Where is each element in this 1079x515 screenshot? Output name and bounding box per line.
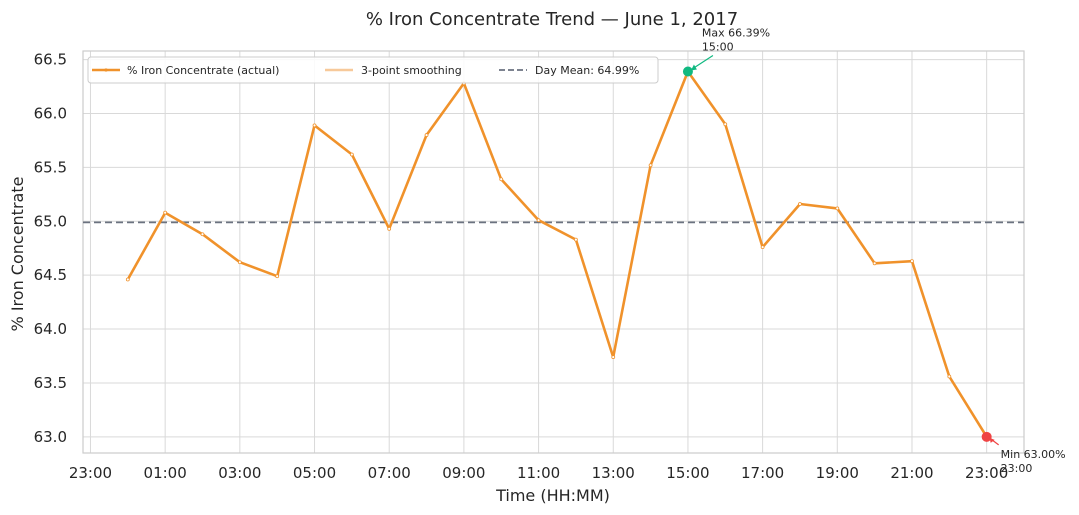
data-point <box>910 259 914 264</box>
max-annotation-arrow <box>692 54 714 69</box>
y-tick-label: 63.0 <box>34 428 67 446</box>
data-point <box>275 274 280 279</box>
x-tick-label: 23:00 <box>965 464 1008 482</box>
legend-marker-actual <box>104 68 108 72</box>
data-point <box>237 260 242 265</box>
min-annotation-value: Min 63.00% <box>1001 448 1066 461</box>
legend-label-actual: % Iron Concentrate (actual) <box>127 64 279 77</box>
plot-area <box>82 50 1025 454</box>
data-point <box>387 226 392 231</box>
legend-label-smoothing: 3-point smoothing <box>361 64 462 77</box>
y-tick-label: 66.0 <box>34 105 67 123</box>
data-point <box>835 206 840 211</box>
y-tick-label: 65.5 <box>34 158 67 176</box>
data-point <box>723 122 728 127</box>
data-point <box>648 163 653 168</box>
x-tick-label: 13:00 <box>592 464 635 482</box>
max-annotation-value: Max 66.39% <box>702 26 770 39</box>
max-annotation-arrowhead <box>690 64 697 71</box>
data-point <box>499 177 504 182</box>
data-point <box>536 218 541 223</box>
x-tick-label: 11:00 <box>517 464 560 482</box>
data-point <box>125 277 130 282</box>
x-tick-label: 17:00 <box>741 464 784 482</box>
chart-title: % Iron Concentrate Trend — June 1, 2017 <box>366 9 738 30</box>
x-tick-label: 01:00 <box>144 464 187 482</box>
min-marker <box>981 431 992 442</box>
data-point <box>872 261 877 266</box>
y-axis-title: % Iron Concentrate <box>8 177 27 332</box>
series-line-actual <box>126 70 988 438</box>
data-point <box>760 245 765 250</box>
data-point <box>349 152 354 157</box>
legend-label-mean: Day Mean: 64.99% <box>535 64 639 77</box>
legend: % Iron Concentrate (actual) 3-point smoo… <box>87 56 659 84</box>
y-tick-label: 66.5 <box>34 51 67 69</box>
x-axis-title: Time (HH:MM) <box>495 486 610 505</box>
x-tick-label: 19:00 <box>816 464 859 482</box>
data-point <box>574 237 578 242</box>
annotations: Max 66.39%15:00 Min 63.00%23:00 <box>682 26 1066 475</box>
max-annotation-time: 15:00 <box>702 40 734 53</box>
max-marker <box>682 66 693 77</box>
data-point <box>312 123 317 128</box>
y-tick-label: 63.5 <box>34 374 67 392</box>
data-point <box>163 210 168 215</box>
x-tick-label: 05:00 <box>293 464 336 482</box>
min-annotation-time: 23:00 <box>1001 462 1033 475</box>
x-tick-label: 03:00 <box>218 464 261 482</box>
data-point <box>798 202 802 206</box>
data-point <box>611 355 616 359</box>
y-axis-ticks: 63.0 63.5 64.0 64.5 65.0 65.5 66.0 66.5 <box>34 51 67 446</box>
x-tick-label: 09:00 <box>442 464 485 482</box>
y-tick-label: 64.5 <box>34 266 67 284</box>
data-point <box>424 133 429 137</box>
x-tick-label: 07:00 <box>368 464 411 482</box>
x-tick-label: 23:00 <box>69 464 112 482</box>
data-point <box>200 232 205 237</box>
grid-lines <box>83 51 1024 453</box>
data-point <box>947 374 952 379</box>
x-tick-label: 15:00 <box>666 464 709 482</box>
x-axis-ticks: 23:00 01:00 03:00 05:00 07:00 09:00 11:00 13:00… <box>69 464 1008 482</box>
legend-box <box>87 56 659 84</box>
x-tick-label: 21:00 <box>890 464 933 482</box>
y-tick-label: 64.0 <box>34 320 67 338</box>
y-tick-label: 65.0 <box>34 212 67 230</box>
